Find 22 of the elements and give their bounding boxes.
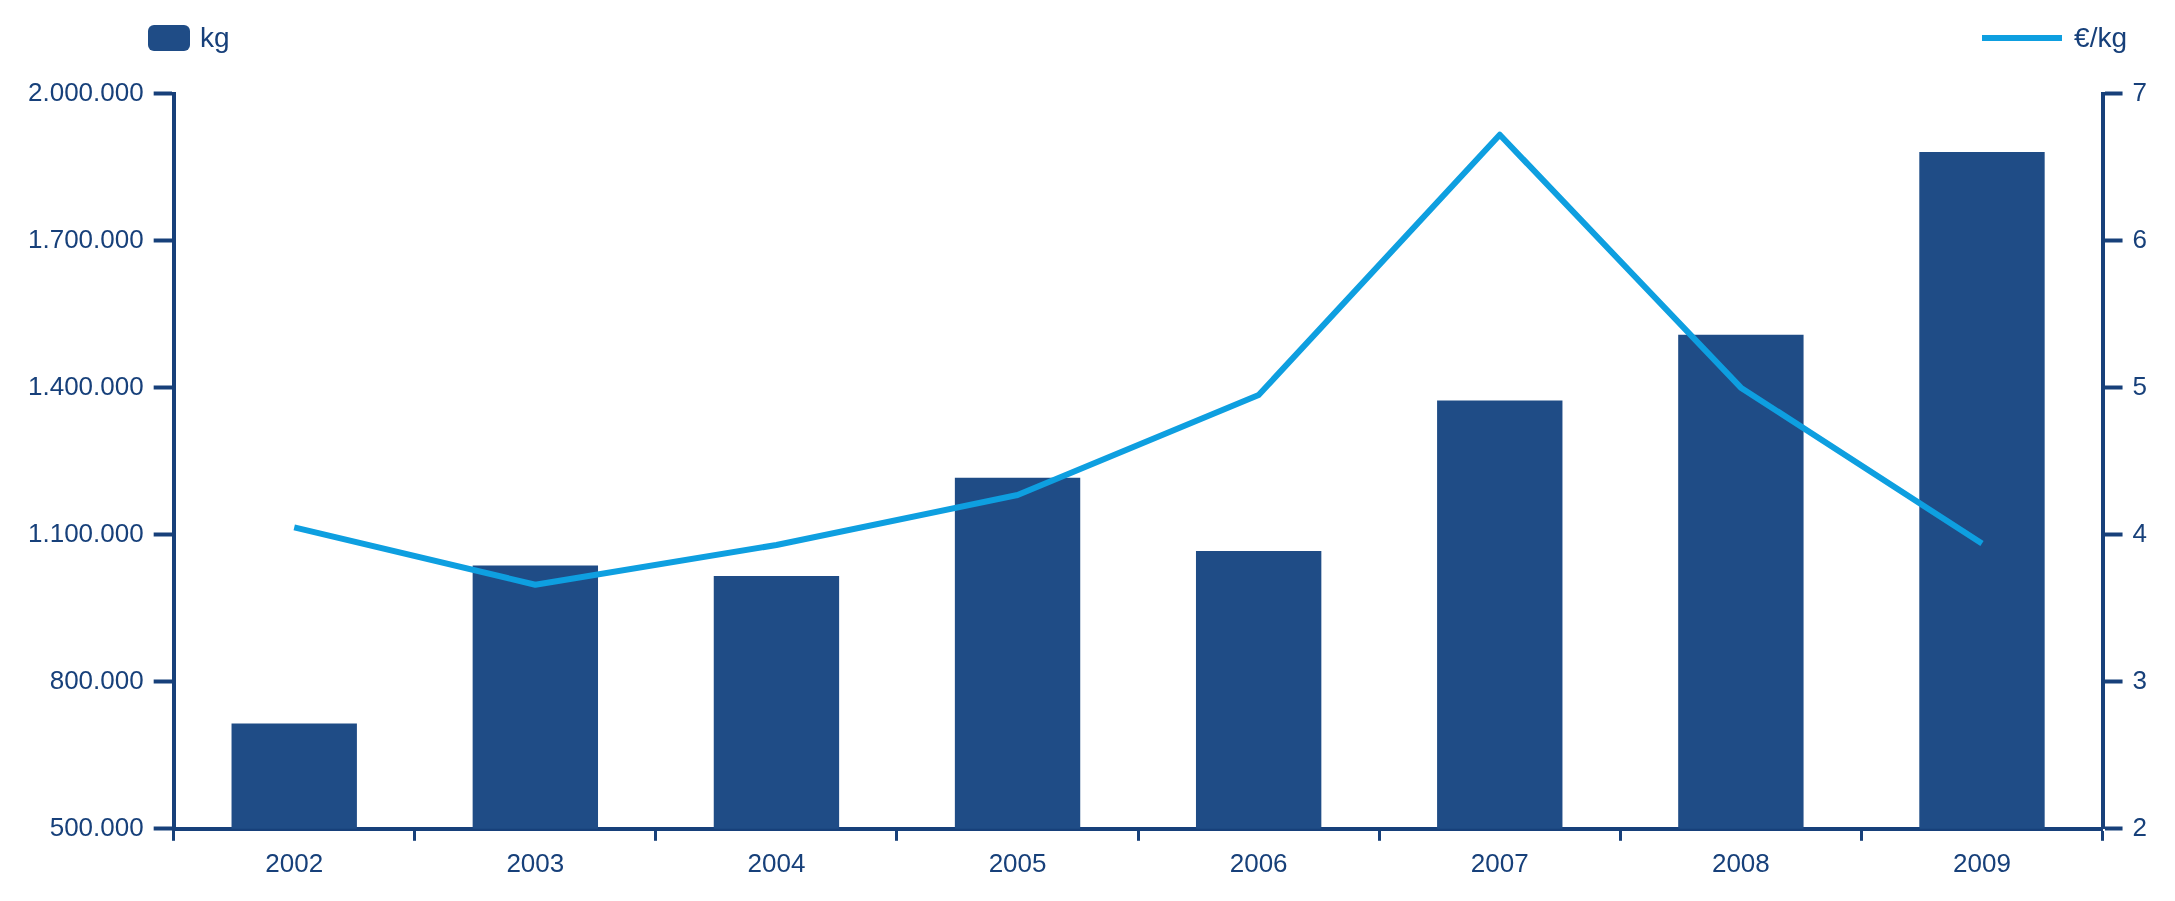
y-tick-label: 1.100.000	[28, 517, 144, 548]
x-tick-label: 2009	[1953, 847, 2011, 878]
x-tick-label: 2007	[1470, 847, 1529, 878]
x-tick-label: 2004	[747, 847, 806, 878]
y2-tick-label: 2	[2132, 811, 2148, 842]
y2-tick-label: 4	[2132, 517, 2148, 548]
x-tick-label: 2008	[1711, 847, 1770, 878]
x-tick-label: 2002	[265, 847, 324, 878]
legend-label: kg	[200, 22, 230, 54]
x-tick-label: 2006	[1229, 847, 1288, 878]
x-tick-label: 2003	[506, 847, 565, 878]
legend-label: €/kg	[2074, 22, 2127, 54]
y-tick-label: 1.700.000	[28, 223, 144, 254]
y2-tick-label: 5	[2132, 370, 2148, 401]
x-tick-label: 2005	[988, 847, 1047, 878]
y-tick-label: 500.000	[49, 811, 144, 842]
y2-tick-label: 6	[2132, 223, 2148, 254]
y2-tick-label: 7	[2132, 76, 2148, 107]
y-tick-label: 1.400.000	[28, 370, 144, 401]
y2-tick-label: 3	[2132, 664, 2148, 695]
y-tick-label: 800.000	[49, 664, 144, 695]
y-tick-label: 2.000.000	[28, 76, 144, 107]
